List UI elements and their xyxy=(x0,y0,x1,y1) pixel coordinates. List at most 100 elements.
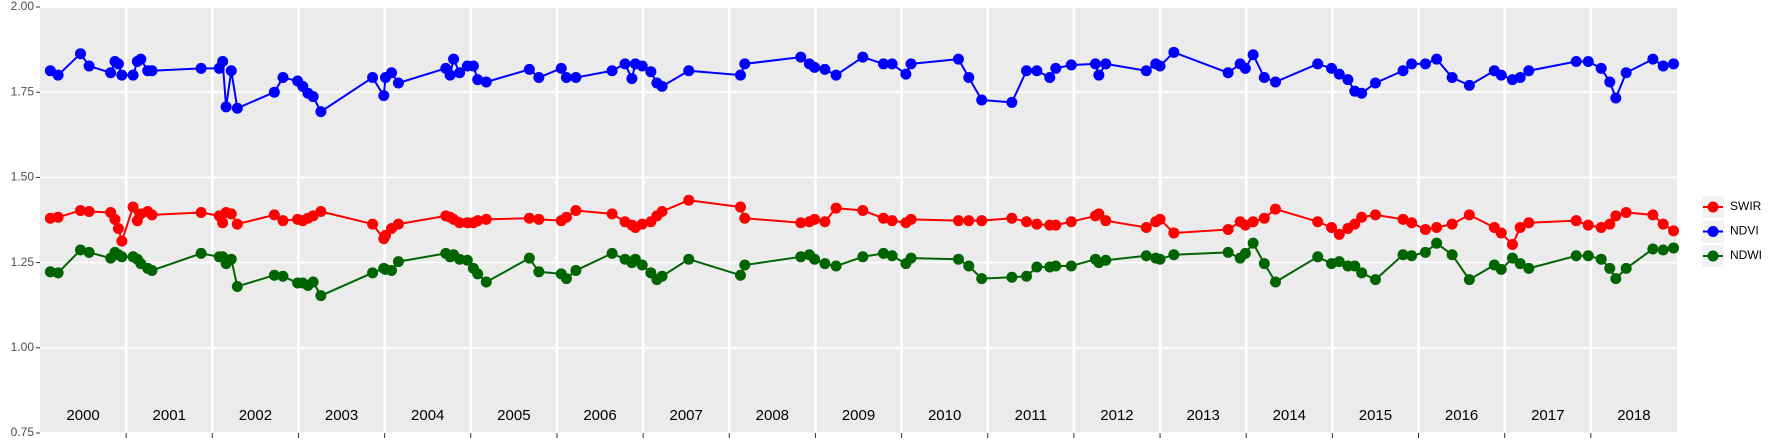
data-point xyxy=(1657,218,1669,230)
data-point xyxy=(1270,276,1282,288)
data-point xyxy=(1093,208,1105,220)
data-point xyxy=(795,51,807,63)
data-point xyxy=(606,247,618,259)
data-point xyxy=(1222,246,1234,258)
data-point xyxy=(277,215,289,227)
data-point xyxy=(1258,258,1270,270)
data-point xyxy=(1140,65,1152,77)
data-point xyxy=(1657,60,1669,72)
data-point xyxy=(905,58,917,70)
legend-label: SWIR xyxy=(1730,199,1762,213)
data-point xyxy=(877,212,889,224)
data-point xyxy=(1021,216,1033,228)
data-point xyxy=(1050,260,1062,272)
data-point xyxy=(83,60,95,72)
data-point xyxy=(1419,246,1431,258)
data-point xyxy=(560,72,572,84)
data-point xyxy=(1582,250,1594,262)
legend: SWIR NDVI NDWI xyxy=(1702,196,1762,267)
data-point xyxy=(739,212,751,224)
y-tick-label: 1.25 xyxy=(11,255,35,269)
x-tick-label: 2018 xyxy=(1617,407,1650,424)
x-tick-label: 2016 xyxy=(1445,407,1478,424)
data-point xyxy=(1031,261,1043,273)
data-point xyxy=(1100,58,1112,70)
data-point xyxy=(1463,209,1475,221)
data-point xyxy=(74,244,86,256)
data-point xyxy=(1006,212,1018,224)
data-point xyxy=(1031,65,1043,77)
data-point xyxy=(886,250,898,262)
x-tick-label: 2008 xyxy=(756,407,789,424)
data-point xyxy=(1168,249,1180,261)
x-tick-label: 2009 xyxy=(842,407,875,424)
data-point xyxy=(392,256,404,268)
data-point xyxy=(905,252,917,264)
data-point xyxy=(1326,221,1338,233)
data-point xyxy=(976,273,988,285)
data-point xyxy=(1604,262,1616,274)
data-point xyxy=(1093,69,1105,81)
data-point xyxy=(739,58,751,70)
data-point xyxy=(1050,219,1062,231)
data-point xyxy=(1333,228,1345,240)
data-point xyxy=(127,69,139,81)
data-point xyxy=(533,213,545,225)
data-point xyxy=(656,205,668,217)
y-tick-label: 1.00 xyxy=(11,340,35,354)
x-tick-label: 2004 xyxy=(411,407,444,424)
x-tick-label: 2012 xyxy=(1100,407,1133,424)
data-point xyxy=(1247,216,1259,228)
data-point xyxy=(1463,274,1475,286)
data-point xyxy=(225,208,237,220)
data-point xyxy=(905,213,917,225)
data-point xyxy=(1021,270,1033,282)
data-point xyxy=(976,94,988,106)
legend-point xyxy=(1707,250,1719,262)
data-point xyxy=(952,215,964,227)
data-point xyxy=(606,65,618,77)
data-point xyxy=(392,77,404,89)
data-point xyxy=(1270,76,1282,88)
data-point xyxy=(112,58,124,70)
data-point xyxy=(146,209,158,221)
data-point xyxy=(523,63,535,75)
data-point xyxy=(315,106,327,118)
data-point xyxy=(1463,79,1475,91)
data-point xyxy=(570,72,582,84)
data-point xyxy=(819,216,831,228)
data-point xyxy=(555,62,567,74)
data-point xyxy=(636,218,648,230)
data-point xyxy=(1312,251,1324,263)
data-point xyxy=(656,80,668,92)
data-point xyxy=(1349,218,1361,230)
data-point xyxy=(795,217,807,229)
data-point xyxy=(467,60,479,72)
data-point xyxy=(52,69,64,81)
data-point xyxy=(636,60,648,72)
data-point xyxy=(444,69,456,81)
data-point xyxy=(1397,249,1409,261)
data-point xyxy=(1239,247,1251,259)
data-point xyxy=(857,204,869,216)
data-point xyxy=(560,273,572,285)
data-point xyxy=(454,217,466,229)
data-point xyxy=(1506,252,1518,264)
data-point xyxy=(1523,217,1535,229)
data-point xyxy=(1006,271,1018,283)
data-point xyxy=(480,213,492,225)
data-point xyxy=(1333,68,1345,80)
data-point xyxy=(277,72,289,84)
data-point xyxy=(560,211,572,223)
data-point xyxy=(112,223,124,235)
data-point xyxy=(231,280,243,292)
data-point xyxy=(1222,224,1234,236)
y-tick-label: 2.00 xyxy=(11,0,35,13)
data-point xyxy=(116,235,128,247)
data-point xyxy=(1446,218,1458,230)
data-point xyxy=(976,215,988,227)
data-point xyxy=(1419,58,1431,70)
data-point xyxy=(877,247,889,259)
data-point xyxy=(1620,67,1632,79)
data-point xyxy=(386,264,398,276)
